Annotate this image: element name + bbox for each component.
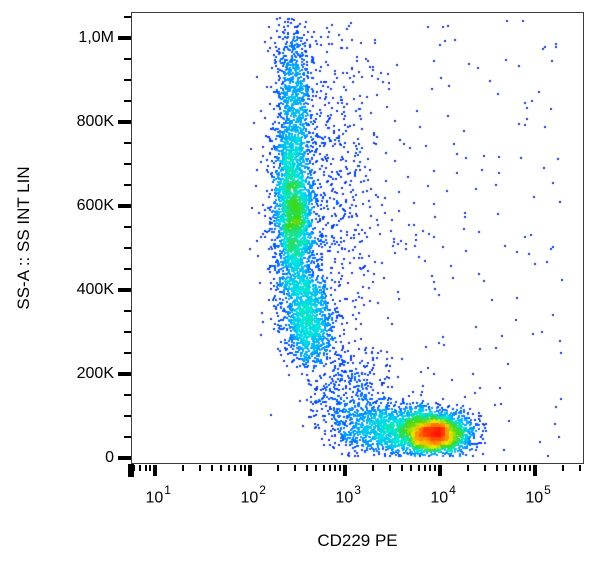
- x-axis-minor-tick: [305, 465, 308, 471]
- x-axis-label: CD229 PE: [317, 531, 398, 550]
- x-axis-tick-label: 104: [430, 483, 456, 507]
- x-axis-minor-tick: [524, 465, 527, 471]
- y-axis-major-tick: [118, 372, 131, 377]
- x-axis-minor-tick: [328, 465, 331, 471]
- x-axis-minor-tick: [495, 465, 498, 471]
- x-axis-minor-tick: [423, 465, 426, 471]
- x-axis-minor-tick: [410, 465, 413, 471]
- x-axis-tick-label: 102: [240, 483, 266, 507]
- y-axis-tick-label: 400K: [76, 281, 114, 299]
- x-axis-minor-tick: [417, 465, 420, 471]
- x-axis-minor-tick: [315, 465, 318, 471]
- x-axis-minor-tick: [562, 465, 565, 471]
- x-axis-major-tick: [342, 465, 347, 476]
- y-axis-minor-tick: [124, 415, 131, 418]
- y-axis-minor-tick: [124, 142, 131, 145]
- y-axis-tick-label: 0: [105, 449, 114, 467]
- x-axis-minor-tick: [529, 465, 532, 471]
- x-axis-minor-tick: [182, 465, 185, 471]
- x-axis-minor-tick: [334, 465, 337, 471]
- x-axis-minor-tick: [277, 465, 280, 471]
- y-axis-minor-tick: [124, 394, 131, 397]
- y-axis-major-tick: [118, 288, 131, 293]
- x-axis-minor-tick: [139, 465, 142, 471]
- x-axis-minor-tick: [372, 465, 375, 471]
- y-axis-minor-tick: [124, 79, 131, 82]
- x-axis-minor-tick: [144, 465, 147, 471]
- y-axis-minor-tick: [124, 58, 131, 61]
- x-axis-minor-tick: [132, 465, 135, 471]
- y-axis-major-tick: [118, 456, 131, 461]
- x-axis-minor-tick: [400, 465, 403, 471]
- x-axis-minor-tick: [199, 465, 202, 471]
- x-axis-major-tick: [247, 465, 252, 476]
- x-axis-major-tick: [152, 465, 157, 476]
- y-axis-minor-tick: [124, 268, 131, 271]
- x-axis-corner-tick: [128, 464, 134, 477]
- y-axis-minor-tick: [124, 16, 131, 19]
- x-axis-minor-tick: [434, 465, 437, 471]
- y-axis-minor-tick: [124, 226, 131, 229]
- x-axis-minor-tick: [483, 465, 486, 471]
- y-axis-major-tick: [118, 204, 131, 209]
- x-axis-minor-tick: [210, 465, 213, 471]
- y-axis-minor-tick: [124, 163, 131, 166]
- x-axis-major-tick: [532, 465, 537, 476]
- y-axis-tick-label: 600K: [76, 197, 114, 215]
- y-axis-minor-tick: [124, 310, 131, 313]
- x-axis-minor-tick: [578, 465, 581, 471]
- y-axis-major-tick: [118, 120, 131, 125]
- y-axis-label: SS-A :: SS INT LIN: [14, 166, 33, 310]
- x-axis-minor-tick: [244, 465, 247, 471]
- y-axis-major-tick: [118, 36, 131, 41]
- x-axis-minor-tick: [322, 465, 325, 471]
- x-axis-major-tick: [437, 465, 442, 476]
- y-axis-minor-tick: [124, 247, 131, 250]
- y-axis-tick-label: 200K: [76, 365, 114, 383]
- x-axis-minor-tick: [467, 465, 470, 471]
- y-axis-minor-tick: [124, 100, 131, 103]
- y-axis-minor-tick: [124, 436, 131, 439]
- x-axis-minor-tick: [233, 465, 236, 471]
- x-axis-minor-tick: [294, 465, 297, 471]
- y-axis-tick-label: 800K: [76, 113, 114, 131]
- x-axis-minor-tick: [512, 465, 515, 471]
- x-axis-minor-tick: [505, 465, 508, 471]
- x-axis-minor-tick: [518, 465, 521, 471]
- x-axis-tick-label: 101: [145, 483, 171, 507]
- x-axis-minor-tick: [227, 465, 230, 471]
- y-axis-minor-tick: [124, 352, 131, 355]
- x-axis-minor-tick: [388, 465, 391, 471]
- x-axis-minor-tick: [339, 465, 342, 471]
- x-axis-minor-tick: [239, 465, 242, 471]
- x-axis-minor-tick: [220, 465, 223, 471]
- y-axis-tick-label: 1,0M: [78, 29, 114, 47]
- x-axis-tick-label: 103: [335, 483, 361, 507]
- y-axis-minor-tick: [124, 184, 131, 187]
- x-axis-tick-label: 105: [525, 483, 551, 507]
- x-axis-minor-tick: [149, 465, 152, 471]
- x-axis-minor-tick: [429, 465, 432, 471]
- y-axis-minor-tick: [124, 331, 131, 334]
